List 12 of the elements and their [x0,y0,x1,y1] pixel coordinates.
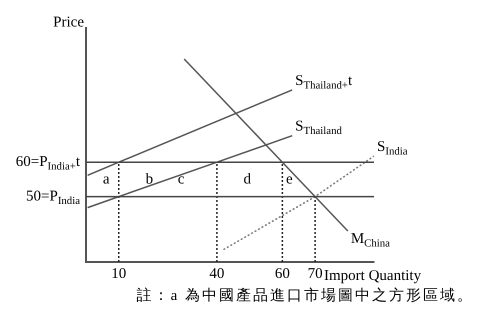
annotation: c [178,171,185,188]
annotation: a [102,171,110,188]
x-tick-label: 60 [274,266,290,282]
x-tick-label: 70 [308,266,323,282]
annotation: e [286,171,293,188]
annotation: d [244,171,252,188]
x-tick-label: 40 [209,266,224,282]
text: 註：a 為中國產品進口市場圖中之方形區域。 [136,286,475,305]
x-axis-title: Import Quantity [324,268,422,284]
y-axis-title: Price [53,14,84,30]
x-tick-label: 10 [111,266,126,282]
annotation: b [146,171,154,188]
